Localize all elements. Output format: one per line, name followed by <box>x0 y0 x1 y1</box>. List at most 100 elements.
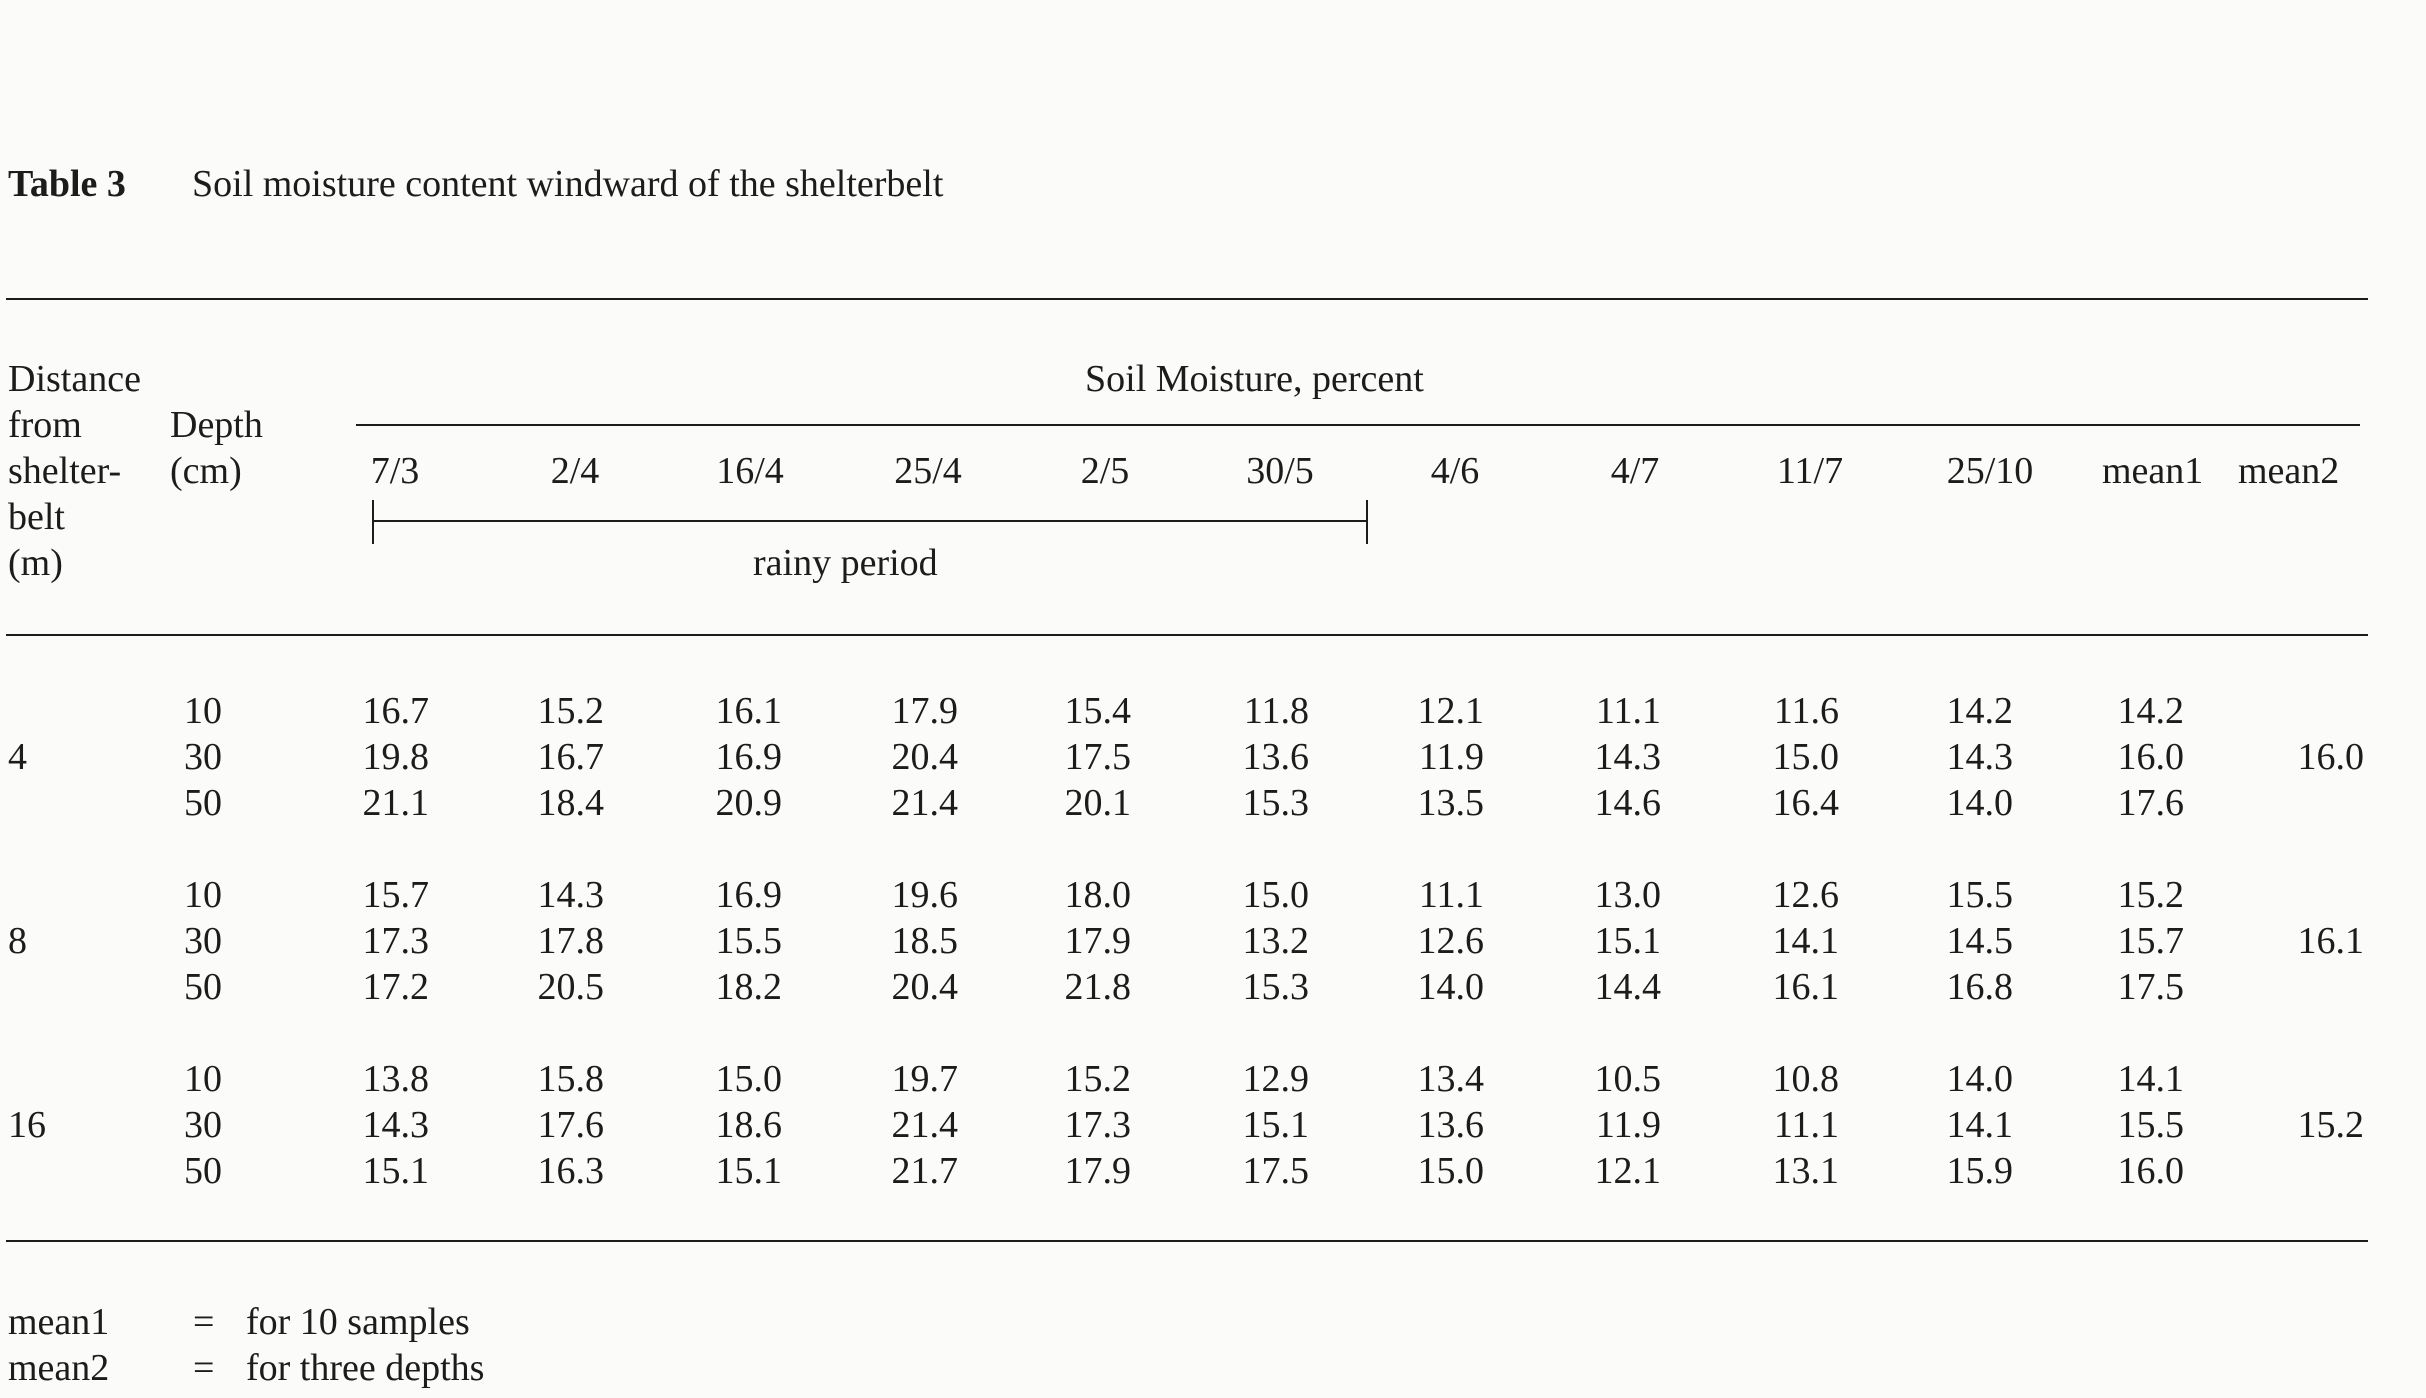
moisture-value-cell: 16.9 <box>715 874 783 916</box>
moisture-value-cell: 15.4 <box>1064 690 1132 732</box>
moisture-value-cell: 15.7 <box>362 874 430 916</box>
moisture-value-cell: 20.1 <box>1064 782 1132 824</box>
soil-moisture-group-title: Soil Moisture, percent <box>1085 358 1424 400</box>
moisture-value-cell: 15.0 <box>715 1058 783 1100</box>
moisture-value-cell: 16.8 <box>1946 966 2014 1008</box>
moisture-value-cell: 10.5 <box>1594 1058 1662 1100</box>
distance-header-line: shelter- <box>8 450 122 492</box>
moisture-value-cell: 13.0 <box>1594 874 1662 916</box>
moisture-value-cell: 15.0 <box>1242 874 1310 916</box>
mean1-cell: 15.7 <box>2117 920 2185 962</box>
moisture-value-cell: 16.7 <box>537 736 605 778</box>
moisture-value-cell: 11.1 <box>1773 1104 1839 1146</box>
moisture-value-cell: 20.4 <box>891 966 959 1008</box>
moisture-value-cell: 17.5 <box>1242 1150 1310 1192</box>
rainy-period-bracket-start <box>372 500 374 544</box>
moisture-value-cell: 14.3 <box>537 874 605 916</box>
moisture-value-cell: 20.5 <box>537 966 605 1008</box>
rainy-period-bracket-line <box>374 520 1366 522</box>
moisture-value-cell: 14.5 <box>1946 920 2014 962</box>
moisture-value-cell: 13.1 <box>1772 1150 1840 1192</box>
moisture-value-cell: 13.6 <box>1417 1104 1485 1146</box>
depth-cell: 10 <box>184 1058 222 1100</box>
moisture-value-cell: 11.8 <box>1243 690 1309 732</box>
moisture-value-cell: 18.6 <box>715 1104 783 1146</box>
moisture-value-cell: 15.9 <box>1946 1150 2014 1192</box>
moisture-value-cell: 11.1 <box>1418 874 1484 916</box>
date-header: 16/4 <box>716 450 784 492</box>
moisture-value-cell: 16.7 <box>362 690 430 732</box>
moisture-value-cell: 13.4 <box>1417 1058 1485 1100</box>
moisture-value-cell: 20.9 <box>715 782 783 824</box>
moisture-value-cell: 14.1 <box>1772 920 1840 962</box>
footnote-term: mean2 <box>8 1347 110 1389</box>
moisture-value-cell: 18.0 <box>1064 874 1132 916</box>
moisture-value-cell: 10.8 <box>1772 1058 1840 1100</box>
depth-cell: 10 <box>184 690 222 732</box>
mean1-cell: 14.1 <box>2117 1058 2185 1100</box>
depth-header-line: Depth <box>170 404 263 446</box>
mean2-cell: 16.1 <box>2297 920 2365 962</box>
mean1-cell: 16.0 <box>2117 1150 2185 1192</box>
table-label: Table 3 <box>8 163 126 205</box>
date-header: 25/4 <box>894 450 962 492</box>
mean2-cell: 15.2 <box>2297 1104 2365 1146</box>
header-bottom-rule <box>6 634 2368 636</box>
moisture-value-cell: 15.0 <box>1417 1150 1485 1192</box>
date-header: 2/4 <box>550 450 600 492</box>
moisture-value-cell: 16.1 <box>715 690 783 732</box>
moisture-value-cell: 15.2 <box>1064 1058 1132 1100</box>
footnote-equals: = <box>193 1301 215 1343</box>
distance-cell: 8 <box>8 920 27 962</box>
moisture-value-cell: 12.1 <box>1594 1150 1662 1192</box>
mean1-cell: 15.5 <box>2117 1104 2185 1146</box>
date-header: 7/3 <box>370 450 420 492</box>
moisture-value-cell: 15.1 <box>715 1150 783 1192</box>
moisture-value-cell: 12.6 <box>1772 874 1840 916</box>
footnote-description: for 10 samples <box>246 1301 470 1343</box>
moisture-value-cell: 17.3 <box>362 920 430 962</box>
depth-cell: 30 <box>184 1104 222 1146</box>
moisture-value-cell: 18.2 <box>715 966 783 1008</box>
moisture-value-cell: 15.8 <box>537 1058 605 1100</box>
distance-cell: 4 <box>8 736 27 778</box>
date-header: 4/7 <box>1610 450 1660 492</box>
moisture-value-cell: 14.0 <box>1946 1058 2014 1100</box>
distance-cell: 16 <box>8 1104 46 1146</box>
date-header: 2/5 <box>1080 450 1130 492</box>
mean1-cell: 14.2 <box>2117 690 2185 732</box>
footnote-equals: = <box>193 1347 215 1389</box>
mean2-cell: 16.0 <box>2297 736 2365 778</box>
footnote-term: mean1 <box>8 1301 110 1343</box>
depth-cell: 50 <box>184 966 222 1008</box>
moisture-value-cell: 11.1 <box>1595 690 1661 732</box>
moisture-value-cell: 19.8 <box>362 736 430 778</box>
moisture-value-cell: 19.7 <box>891 1058 959 1100</box>
moisture-value-cell: 16.1 <box>1772 966 1840 1008</box>
moisture-value-cell: 21.7 <box>891 1150 959 1192</box>
moisture-value-cell: 17.5 <box>1064 736 1132 778</box>
moisture-value-cell: 17.6 <box>537 1104 605 1146</box>
moisture-value-cell: 17.2 <box>362 966 430 1008</box>
mean1-cell: 16.0 <box>2117 736 2185 778</box>
moisture-value-cell: 14.0 <box>1417 966 1485 1008</box>
moisture-value-cell: 18.5 <box>891 920 959 962</box>
moisture-value-cell: 13.2 <box>1242 920 1310 962</box>
top-rule <box>6 298 2368 300</box>
moisture-value-cell: 15.1 <box>362 1150 430 1192</box>
mean1-cell: 17.5 <box>2117 966 2185 1008</box>
depth-cell: 50 <box>184 1150 222 1192</box>
depth-cell: 10 <box>184 874 222 916</box>
depth-cell: 50 <box>184 782 222 824</box>
moisture-value-cell: 17.9 <box>891 690 959 732</box>
moisture-value-cell: 18.4 <box>537 782 605 824</box>
moisture-value-cell: 17.8 <box>537 920 605 962</box>
moisture-value-cell: 15.5 <box>715 920 783 962</box>
moisture-value-cell: 14.4 <box>1594 966 1662 1008</box>
moisture-value-cell: 21.4 <box>891 1104 959 1146</box>
moisture-value-cell: 13.6 <box>1242 736 1310 778</box>
group-title-rule <box>356 424 2360 426</box>
moisture-value-cell: 15.1 <box>1594 920 1662 962</box>
moisture-value-cell: 11.9 <box>1595 1104 1661 1146</box>
